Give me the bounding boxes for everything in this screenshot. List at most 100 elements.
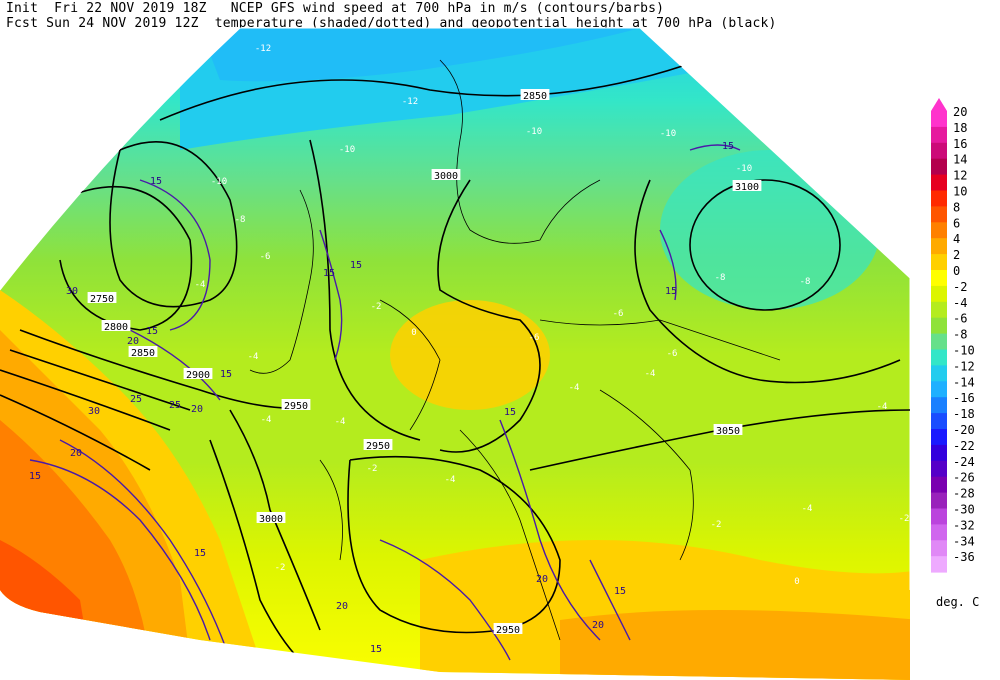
legend-label: 2 bbox=[953, 248, 960, 262]
legend-swatch bbox=[931, 333, 947, 350]
legend-label: 4 bbox=[953, 232, 960, 246]
height-label: 3050 bbox=[716, 426, 740, 437]
height-label-bg bbox=[520, 89, 550, 100]
legend-unit: deg. C bbox=[936, 595, 980, 609]
legend-swatch bbox=[931, 142, 947, 160]
height-label-bg bbox=[183, 368, 213, 379]
height-label-bg bbox=[431, 169, 461, 180]
temperature-label: -6 bbox=[667, 349, 678, 359]
temperature-label: -4 bbox=[445, 475, 456, 485]
temperature-label: -10 bbox=[660, 129, 676, 139]
height-label: 2950 bbox=[496, 625, 520, 636]
wind-label: 25 bbox=[169, 400, 181, 411]
height-label-bg bbox=[101, 320, 131, 331]
temperature-label: -8 bbox=[800, 277, 811, 287]
legend-label: -6 bbox=[953, 312, 967, 326]
legend-swatch bbox=[931, 317, 947, 335]
wind-label: 20 bbox=[191, 404, 203, 415]
temperature-label: -4 bbox=[802, 504, 813, 514]
wind-label: 30 bbox=[66, 286, 78, 297]
temperature-label: -4 bbox=[195, 280, 206, 290]
wind-label: 15 bbox=[150, 176, 162, 187]
temperature-label: -4 bbox=[569, 383, 580, 393]
legend-swatch bbox=[931, 254, 947, 271]
legend-swatch bbox=[931, 301, 947, 319]
wind-label: 15 bbox=[146, 326, 158, 337]
wind-label: 15 bbox=[350, 260, 362, 271]
temperature-label: -12 bbox=[402, 97, 418, 107]
wind-contours bbox=[29, 144, 741, 661]
temperature-label: -2 bbox=[899, 514, 910, 524]
height-label-bg bbox=[493, 623, 523, 634]
legend-label: -36 bbox=[953, 550, 975, 564]
wind-label: 15 bbox=[29, 471, 41, 482]
wind-label: 15 bbox=[370, 644, 382, 655]
temperature-label: -4 bbox=[261, 415, 272, 425]
legend-label: 18 bbox=[953, 121, 967, 135]
wind-label: 20 bbox=[127, 336, 139, 347]
legend-label: -10 bbox=[953, 344, 975, 358]
wind-label: 15 bbox=[722, 141, 734, 152]
wind-label: 20 bbox=[336, 601, 348, 612]
wind-label: 15 bbox=[194, 548, 206, 559]
legend-swatch bbox=[931, 476, 947, 494]
legend-label: 0 bbox=[953, 264, 960, 278]
legend-swatch bbox=[931, 460, 947, 478]
wind-label: 15 bbox=[614, 586, 626, 597]
temperature-labels: -12 -12 -10 -10 -10 -10 -10 -8 -8 -8 -6 -6 -6 -6 -4 -4 -… bbox=[195, 44, 910, 587]
legend-label: -34 bbox=[953, 534, 975, 548]
temperature-label: -2 bbox=[367, 464, 378, 474]
temperature-label: 0 bbox=[411, 328, 416, 338]
wind-label: 15 bbox=[665, 286, 677, 297]
legend-label: -26 bbox=[953, 471, 975, 485]
legend-swatch bbox=[931, 174, 947, 191]
temperature-label: -10 bbox=[526, 127, 542, 137]
wind-label: 25 bbox=[130, 394, 142, 405]
legend-label: 12 bbox=[953, 169, 967, 183]
legend-label: -24 bbox=[953, 455, 975, 469]
legend-swatch bbox=[931, 206, 947, 223]
height-label: 3000 bbox=[259, 514, 283, 525]
legend-swatch bbox=[931, 158, 947, 176]
temperature-label: -4 bbox=[248, 352, 259, 362]
legend-label: 14 bbox=[953, 153, 967, 167]
legend-swatch bbox=[931, 349, 947, 366]
legend-label: -16 bbox=[953, 391, 975, 405]
legend-arrow bbox=[931, 98, 947, 111]
wind-label: 15 bbox=[323, 268, 335, 279]
temperature-label: -10 bbox=[211, 177, 227, 187]
legend-swatch bbox=[931, 508, 947, 525]
legend-swatch bbox=[931, 238, 947, 255]
legend-label: 16 bbox=[953, 137, 967, 151]
temperature-label: -2 bbox=[275, 563, 286, 573]
wind-label: 15 bbox=[220, 369, 232, 380]
temperature-label: -10 bbox=[736, 164, 752, 174]
temperature-label: -12 bbox=[255, 44, 271, 54]
temperature-label: -4 bbox=[335, 417, 346, 427]
height-label: 2900 bbox=[186, 370, 210, 381]
legend-swatch bbox=[931, 556, 947, 573]
temperature-label: -2 bbox=[711, 520, 722, 530]
height-label-bg bbox=[363, 439, 393, 450]
legend-label: -8 bbox=[953, 328, 967, 342]
legend-swatch bbox=[931, 285, 947, 303]
legend-label: -14 bbox=[953, 375, 975, 389]
wind-label: 20 bbox=[536, 574, 548, 585]
temperature-label: 0 bbox=[794, 577, 799, 587]
header-line-1: Init Fri 22 NOV 2019 18Z NCEP GFS wind s… bbox=[6, 1, 665, 16]
legend-label: -4 bbox=[953, 296, 967, 310]
height-label-bg bbox=[732, 180, 762, 191]
header-line-2: Fcst Sun 24 NOV 2019 12Z temperature (sh… bbox=[6, 16, 777, 31]
coastlines bbox=[249, 59, 781, 641]
temperature-label: -6 bbox=[260, 252, 271, 262]
legend-label: -30 bbox=[953, 503, 975, 517]
legend-swatch bbox=[931, 270, 947, 287]
height-label-bg bbox=[256, 512, 286, 523]
legend-label: 10 bbox=[953, 185, 967, 199]
legend-label: 20 bbox=[953, 105, 967, 119]
height-label-bg bbox=[87, 292, 117, 303]
height-label: 2950 bbox=[366, 441, 390, 452]
height-label: 2850 bbox=[131, 348, 155, 359]
legend-swatch bbox=[931, 444, 947, 462]
